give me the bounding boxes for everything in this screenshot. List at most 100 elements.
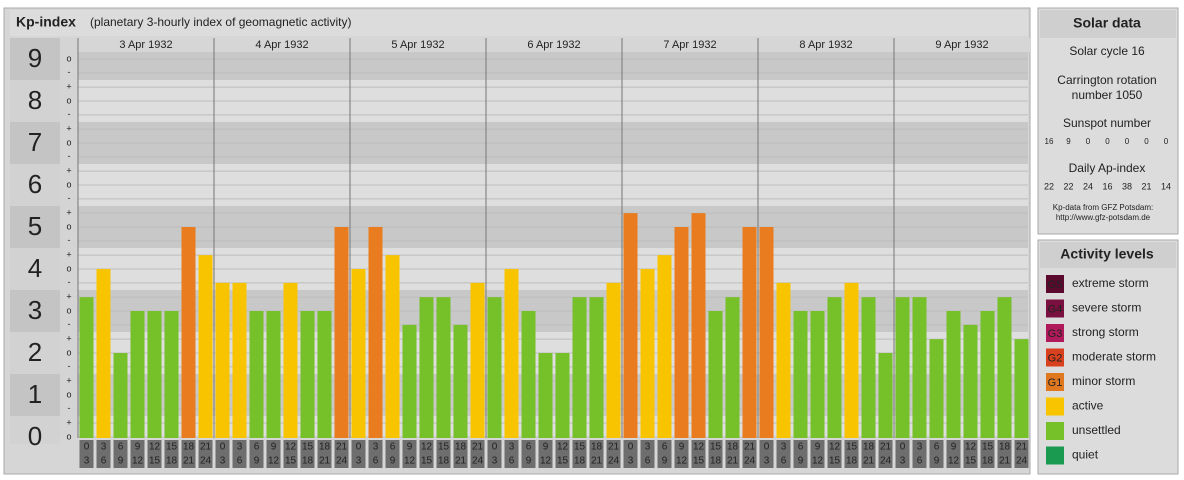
bar <box>827 297 842 438</box>
hour-label: 18 <box>710 456 722 467</box>
hour-label: 9 <box>662 456 668 467</box>
hour-box <box>793 440 808 468</box>
hour-label: 6 <box>101 456 107 467</box>
hour-label: 21 <box>608 442 620 453</box>
y-minor-label: o <box>66 95 71 105</box>
bar <box>79 297 94 438</box>
y-minor-label: o <box>66 431 71 441</box>
hour-label: 12 <box>285 442 297 453</box>
y-minor-label: o <box>66 389 71 399</box>
sunspot-value: 0 <box>1164 137 1169 146</box>
bar <box>334 227 349 438</box>
y-minor-label: + <box>66 124 71 134</box>
hour-box <box>844 440 859 468</box>
hour-label: 3 <box>492 456 498 467</box>
hour-box <box>453 440 468 468</box>
bar <box>232 282 247 438</box>
sunspot-value: 0 <box>1086 137 1091 146</box>
legend-code: G5 <box>1048 279 1063 291</box>
hour-label: 24 <box>880 456 892 467</box>
hour-label: 3 <box>84 456 90 467</box>
hour-label: 18 <box>319 442 331 453</box>
hour-label: 18 <box>183 442 195 453</box>
y-minor-label: - <box>68 319 71 329</box>
hour-label: 3 <box>220 456 226 467</box>
hour-label: 21 <box>1016 442 1028 453</box>
y-tick-label: 2 <box>28 337 42 367</box>
hour-label: 15 <box>710 442 722 453</box>
hour-label: 6 <box>237 456 243 467</box>
hour-box <box>402 440 417 468</box>
hour-box <box>861 440 876 468</box>
hour-label: 3 <box>645 442 651 453</box>
bar <box>504 269 519 438</box>
hour-label: 9 <box>118 456 124 467</box>
hour-label: 18 <box>863 442 875 453</box>
minor-col <box>60 38 78 438</box>
legend-code: G2 <box>1048 352 1063 364</box>
hour-label: 15 <box>574 442 586 453</box>
bar <box>198 255 213 438</box>
legend-label: strong storm <box>1072 325 1139 339</box>
ap-value: 38 <box>1122 181 1132 191</box>
y-minor-label: o <box>66 263 71 273</box>
hour-label: 3 <box>917 442 923 453</box>
legend-code: G4 <box>1048 303 1063 315</box>
hour-label: 21 <box>200 442 212 453</box>
bar <box>538 353 553 438</box>
bar <box>96 269 111 438</box>
bar <box>470 282 485 438</box>
hour-label: 9 <box>934 456 940 467</box>
bar <box>810 311 825 438</box>
y-minor-label: + <box>66 250 71 260</box>
hour-label: 18 <box>727 442 739 453</box>
bar <box>555 353 570 438</box>
sunspot-value: 0 <box>1105 137 1110 146</box>
y-minor-label: - <box>68 193 71 203</box>
hour-label: 24 <box>608 456 620 467</box>
hour-box <box>929 440 944 468</box>
y-minor-label: - <box>68 235 71 245</box>
y-minor-label: o <box>66 221 71 231</box>
legend-swatch <box>1046 397 1064 416</box>
hour-label: 12 <box>812 456 824 467</box>
hour-box <box>521 440 536 468</box>
hour-label: 18 <box>591 442 603 453</box>
hour-label: 6 <box>934 442 940 453</box>
bar <box>521 311 536 438</box>
hour-box <box>436 440 451 468</box>
solar-title: Solar data <box>1073 15 1141 31</box>
legend-swatch <box>1046 373 1064 391</box>
bar <box>776 282 791 438</box>
y-minor-label: o <box>66 305 71 315</box>
bar <box>861 297 876 438</box>
hour-box <box>368 440 383 468</box>
date-label: 3 Apr 1932 <box>119 39 172 51</box>
hour-box <box>79 440 94 468</box>
hour-label: 18 <box>999 442 1011 453</box>
bar <box>793 311 808 438</box>
plot-band <box>78 52 1028 80</box>
hour-label: 21 <box>319 456 331 467</box>
date-label: 6 Apr 1932 <box>527 39 580 51</box>
bar <box>351 269 366 438</box>
hour-label: 9 <box>271 442 277 453</box>
bar <box>878 353 893 438</box>
hour-box <box>266 440 281 468</box>
hour-box <box>419 440 434 468</box>
hour-label: 12 <box>948 456 960 467</box>
bar <box>487 297 502 438</box>
legend-swatch <box>1046 348 1064 367</box>
y-minor-label: + <box>66 166 71 176</box>
hour-box <box>96 440 111 468</box>
date-header <box>350 38 486 52</box>
y-tick-label: 3 <box>28 295 42 325</box>
y-minor-label: + <box>66 334 71 344</box>
chart-title: Kp-index <box>16 14 76 30</box>
y-tick-label: 9 <box>28 43 42 73</box>
y-tick-label: 4 <box>28 253 42 283</box>
date-label: 8 Apr 1932 <box>799 39 852 51</box>
hour-label: 24 <box>1016 456 1028 467</box>
ap-value: 16 <box>1102 181 1112 191</box>
